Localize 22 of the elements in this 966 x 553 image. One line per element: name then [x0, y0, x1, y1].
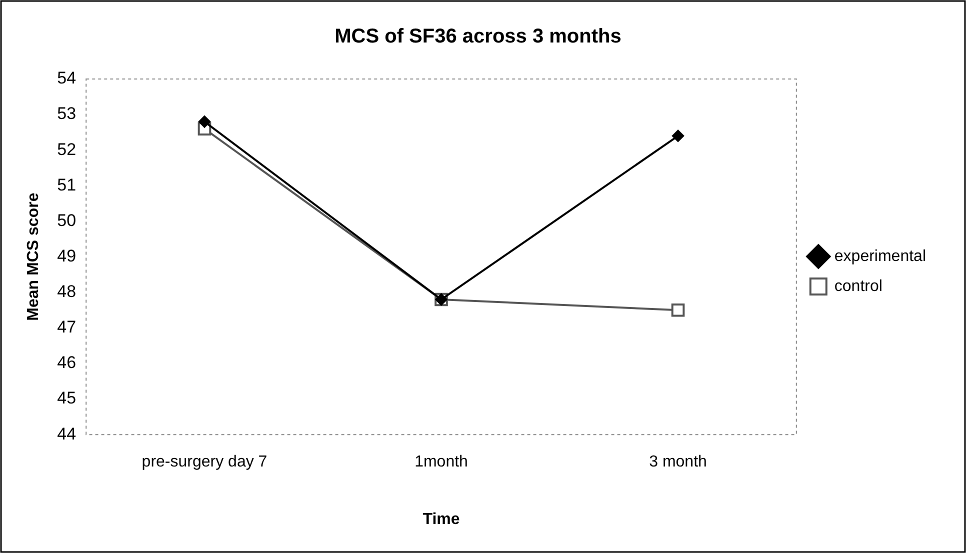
x-tick-label: 1month — [414, 454, 468, 471]
x-tick-label: 3 month — [649, 454, 707, 471]
y-tick-label: 47 — [57, 318, 76, 337]
point — [198, 116, 210, 128]
x-axis-title: Time — [422, 510, 460, 528]
x-tick-label: pre-surgery day 7 — [142, 454, 268, 471]
y-tick-label: 44 — [57, 424, 76, 444]
y-tick-label: 48 — [57, 282, 76, 302]
y-tick-label: 52 — [57, 140, 76, 159]
chart-title: MCS of SF36 across 3 months — [334, 26, 622, 48]
point — [672, 130, 684, 142]
y-tick-label: 49 — [57, 246, 76, 266]
y-tick-label: 53 — [57, 104, 76, 124]
y-tick-label: 54 — [57, 68, 76, 88]
y-tick-label: 46 — [57, 353, 76, 372]
y-axis-title: Mean MCS score — [25, 192, 42, 321]
point — [671, 303, 685, 317]
y-tick-label: 51 — [57, 175, 76, 194]
y-tick-label: 45 — [57, 388, 76, 408]
legend-label: control — [834, 278, 882, 295]
y-tick-label: 50 — [57, 210, 76, 230]
legend-label: experimental — [834, 248, 926, 265]
